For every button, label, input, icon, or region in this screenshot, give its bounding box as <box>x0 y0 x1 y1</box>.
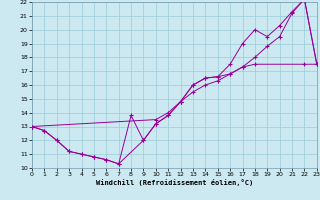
X-axis label: Windchill (Refroidissement éolien,°C): Windchill (Refroidissement éolien,°C) <box>96 179 253 186</box>
